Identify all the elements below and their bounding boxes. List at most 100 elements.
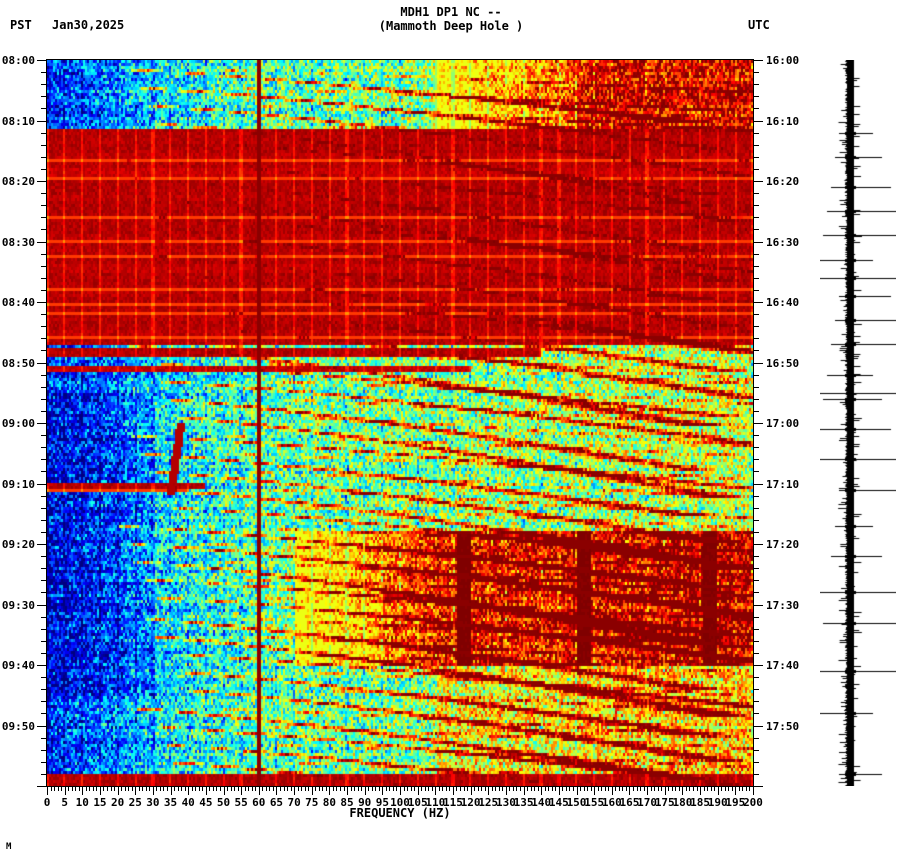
freq-tick-minor bbox=[396, 786, 397, 791]
freq-tick-major bbox=[735, 786, 736, 795]
time-tick-minor-right bbox=[753, 459, 759, 460]
time-tick-minor-left bbox=[41, 205, 47, 206]
time-tick-minor-right bbox=[753, 205, 759, 206]
freq-label: 170 bbox=[637, 796, 658, 809]
time-tick-minor-right bbox=[753, 290, 759, 291]
freq-tick-minor bbox=[202, 786, 203, 791]
freq-tick-minor bbox=[640, 786, 641, 791]
time-tick-major-left bbox=[37, 544, 47, 545]
freq-tick-minor bbox=[580, 786, 581, 791]
time-tick-minor-left bbox=[41, 629, 47, 630]
freq-tick-minor bbox=[601, 786, 602, 791]
freq-tick-minor bbox=[111, 786, 112, 791]
freq-tick-minor bbox=[626, 786, 627, 791]
freq-label: 75 bbox=[305, 796, 319, 809]
time-tick-minor-right bbox=[753, 677, 759, 678]
freq-label: 125 bbox=[478, 796, 499, 809]
freq-label: 140 bbox=[531, 796, 552, 809]
freq-tick-minor bbox=[209, 786, 210, 791]
freq-label: 20 bbox=[110, 796, 125, 809]
time-tick-minor-left bbox=[41, 750, 47, 751]
freq-tick-minor bbox=[93, 786, 94, 791]
station-code-title: MDH1 DP1 NC -- bbox=[400, 5, 502, 19]
time-tick-minor-right bbox=[753, 338, 759, 339]
time-label-utc: 17:20 bbox=[766, 538, 800, 551]
time-tick-major-right bbox=[753, 302, 763, 303]
freq-tick-major bbox=[153, 786, 154, 795]
freq-tick-major bbox=[629, 786, 630, 795]
freq-tick-minor bbox=[739, 786, 740, 791]
freq-tick-major bbox=[312, 786, 313, 795]
freq-tick-minor bbox=[96, 786, 97, 791]
time-tick-minor-right bbox=[753, 750, 759, 751]
time-label-utc: 16:30 bbox=[766, 236, 800, 249]
freq-label: 190 bbox=[707, 796, 728, 809]
time-tick-minor-left bbox=[41, 641, 47, 642]
freq-tick-minor bbox=[407, 786, 408, 791]
time-tick-minor-left bbox=[41, 314, 47, 315]
freq-tick-minor bbox=[86, 786, 87, 791]
freq-tick-major bbox=[682, 786, 683, 795]
time-tick-major-right bbox=[753, 544, 763, 545]
freq-tick-minor bbox=[308, 786, 309, 791]
time-tick-minor-right bbox=[753, 580, 759, 581]
freq-tick-minor bbox=[213, 786, 214, 791]
time-label-pst: 08:30 bbox=[1, 236, 35, 249]
time-tick-minor-right bbox=[753, 568, 759, 569]
time-tick-minor-right bbox=[753, 471, 759, 472]
time-tick-minor-left bbox=[41, 375, 47, 376]
freq-tick-minor bbox=[181, 786, 182, 791]
spectrogram-plot[interactable] bbox=[47, 60, 753, 786]
freq-tick-minor bbox=[132, 786, 133, 791]
time-tick-minor-left bbox=[41, 145, 47, 146]
time-tick-major-left bbox=[37, 726, 47, 727]
freq-tick-major bbox=[65, 786, 66, 795]
freq-label: 175 bbox=[654, 796, 675, 809]
freq-tick-minor bbox=[344, 786, 345, 791]
freq-tick-minor bbox=[125, 786, 126, 791]
time-tick-minor-right bbox=[753, 496, 759, 497]
freq-tick-minor bbox=[103, 786, 104, 791]
freq-tick-minor bbox=[139, 786, 140, 791]
time-tick-minor-right bbox=[753, 217, 759, 218]
time-label-pst: 09:00 bbox=[1, 417, 35, 430]
freq-tick-minor bbox=[598, 786, 599, 791]
time-label-utc: 17:10 bbox=[766, 478, 800, 491]
freq-label: 65 bbox=[269, 796, 284, 809]
time-label-utc: 17:40 bbox=[766, 659, 800, 672]
freq-tick-minor bbox=[238, 786, 239, 791]
time-tick-minor-left bbox=[41, 72, 47, 73]
freq-tick-minor bbox=[516, 786, 517, 791]
freq-label: 10 bbox=[75, 796, 89, 809]
freq-tick-minor bbox=[545, 786, 546, 791]
time-label-pst: 09:30 bbox=[1, 599, 35, 612]
freq-tick-minor bbox=[301, 786, 302, 791]
seismogram-trace-panel[interactable] bbox=[820, 60, 896, 786]
time-tick-minor-right bbox=[753, 266, 759, 267]
freq-tick-minor bbox=[499, 786, 500, 791]
time-tick-major-right bbox=[753, 423, 763, 424]
freq-label: 120 bbox=[460, 796, 481, 809]
corner-mark: M bbox=[6, 842, 12, 852]
time-tick-minor-right bbox=[753, 701, 759, 702]
time-tick-minor-left bbox=[41, 508, 47, 509]
time-label-utc: 17:30 bbox=[766, 599, 800, 612]
freq-tick-major bbox=[347, 786, 348, 795]
freq-tick-minor bbox=[174, 786, 175, 791]
time-label-utc: 16:40 bbox=[766, 296, 800, 309]
freq-tick-minor bbox=[485, 786, 486, 791]
freq-tick-minor bbox=[89, 786, 90, 791]
freq-tick-minor bbox=[661, 786, 662, 791]
time-tick-minor-right bbox=[753, 508, 759, 509]
time-tick-minor-left bbox=[41, 447, 47, 448]
freq-tick-major bbox=[206, 786, 207, 795]
time-tick-major-right bbox=[753, 242, 763, 243]
freq-tick-minor bbox=[644, 786, 645, 791]
freq-tick-minor bbox=[358, 786, 359, 791]
time-tick-minor-right bbox=[753, 169, 759, 170]
time-tick-minor-left bbox=[41, 193, 47, 194]
freq-tick-major bbox=[418, 786, 419, 795]
time-tick-major-left bbox=[37, 60, 47, 61]
freq-tick-minor bbox=[633, 786, 634, 791]
freq-tick-minor bbox=[534, 786, 535, 791]
